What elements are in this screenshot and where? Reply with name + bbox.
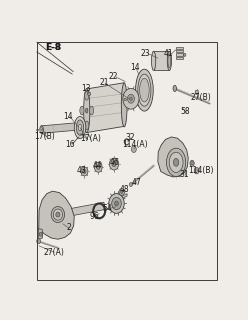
Circle shape: [37, 239, 41, 244]
Text: 44: 44: [93, 161, 103, 170]
Text: E-8: E-8: [45, 43, 61, 52]
Ellipse shape: [77, 123, 80, 130]
Polygon shape: [176, 53, 183, 56]
Ellipse shape: [85, 121, 89, 130]
Ellipse shape: [85, 92, 89, 100]
Text: 58: 58: [180, 107, 189, 116]
Ellipse shape: [129, 182, 132, 187]
Polygon shape: [39, 191, 74, 239]
Ellipse shape: [173, 85, 177, 92]
Circle shape: [96, 165, 100, 170]
Ellipse shape: [80, 106, 84, 115]
Ellipse shape: [191, 162, 193, 165]
Ellipse shape: [40, 126, 43, 133]
Text: 32: 32: [126, 133, 135, 142]
Circle shape: [94, 162, 102, 172]
Circle shape: [131, 146, 136, 153]
Ellipse shape: [51, 207, 65, 223]
Ellipse shape: [84, 88, 90, 133]
Text: 54: 54: [103, 204, 112, 213]
Text: 96: 96: [90, 212, 99, 221]
Text: 48: 48: [120, 185, 129, 195]
Polygon shape: [154, 51, 169, 70]
Text: 21: 21: [99, 78, 109, 87]
Circle shape: [130, 97, 132, 100]
Ellipse shape: [190, 160, 194, 166]
Circle shape: [109, 158, 119, 170]
Ellipse shape: [166, 148, 186, 177]
Polygon shape: [71, 202, 104, 216]
Circle shape: [88, 92, 91, 96]
Ellipse shape: [136, 69, 153, 111]
Text: 41: 41: [164, 49, 173, 59]
Ellipse shape: [173, 158, 179, 166]
Circle shape: [184, 53, 186, 56]
Ellipse shape: [109, 194, 124, 213]
Circle shape: [115, 201, 119, 206]
Ellipse shape: [53, 209, 62, 220]
Text: 22: 22: [109, 72, 118, 81]
Text: 46: 46: [110, 158, 120, 167]
Ellipse shape: [76, 120, 84, 135]
Circle shape: [83, 170, 86, 173]
Polygon shape: [158, 137, 188, 177]
Ellipse shape: [121, 83, 127, 127]
Ellipse shape: [140, 78, 149, 102]
Circle shape: [194, 167, 199, 174]
Text: 14: 14: [64, 111, 73, 121]
Circle shape: [123, 88, 139, 109]
Ellipse shape: [168, 54, 171, 68]
Ellipse shape: [169, 152, 183, 172]
Text: 2: 2: [66, 223, 71, 232]
Text: 17(B): 17(B): [34, 132, 55, 141]
Polygon shape: [109, 194, 127, 205]
Text: 47: 47: [131, 178, 141, 187]
Text: 27(B): 27(B): [191, 93, 212, 102]
Polygon shape: [195, 90, 199, 95]
Ellipse shape: [78, 124, 82, 131]
Polygon shape: [176, 57, 183, 59]
Text: 14: 14: [130, 63, 140, 72]
Text: 23: 23: [141, 49, 150, 58]
Polygon shape: [176, 50, 183, 52]
Ellipse shape: [152, 51, 156, 70]
Text: E-8: E-8: [45, 43, 61, 52]
Ellipse shape: [56, 212, 60, 217]
Circle shape: [127, 94, 134, 103]
Text: 13: 13: [81, 84, 91, 93]
Ellipse shape: [90, 106, 94, 115]
Circle shape: [119, 188, 124, 195]
Circle shape: [81, 167, 88, 176]
Circle shape: [39, 232, 42, 236]
Ellipse shape: [86, 108, 88, 113]
Circle shape: [112, 197, 121, 210]
Text: 27(A): 27(A): [43, 248, 64, 257]
Ellipse shape: [138, 74, 151, 106]
Text: 17(A): 17(A): [80, 134, 101, 143]
Polygon shape: [176, 46, 183, 49]
Text: 31: 31: [179, 170, 189, 179]
Polygon shape: [87, 83, 124, 132]
Text: 16: 16: [65, 140, 75, 149]
Polygon shape: [42, 123, 78, 133]
Text: 114(A): 114(A): [122, 140, 148, 149]
Text: 43: 43: [77, 166, 86, 175]
Polygon shape: [39, 228, 43, 239]
Circle shape: [121, 190, 123, 193]
Text: 114(B): 114(B): [188, 166, 214, 175]
Ellipse shape: [167, 51, 172, 70]
Circle shape: [112, 161, 116, 167]
Ellipse shape: [124, 98, 126, 101]
Ellipse shape: [74, 116, 86, 139]
